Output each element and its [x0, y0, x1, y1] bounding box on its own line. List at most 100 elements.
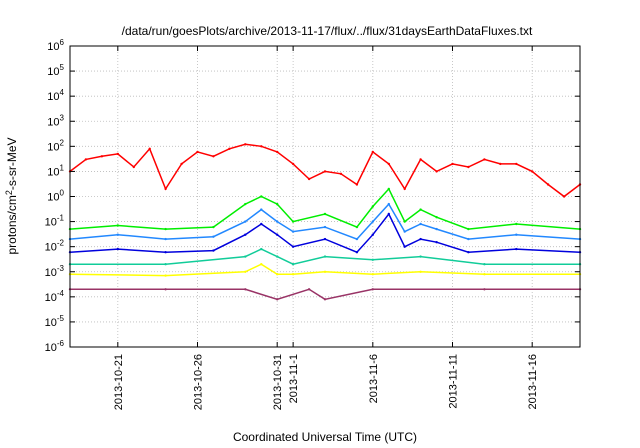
series-0-point: [499, 162, 502, 166]
series-0-point: [562, 195, 566, 198]
series-5-point: [323, 270, 327, 273]
series-0-point: [371, 150, 374, 154]
series-1-point: [355, 225, 359, 229]
series-2-point: [276, 220, 279, 223]
series-0-point: [100, 155, 104, 158]
x-tick-label: 2013-10-26: [193, 354, 205, 410]
series-6-point: [244, 280, 247, 283]
series-6-point: [276, 283, 279, 287]
series-0-point: [164, 187, 167, 191]
y-axis: 10-6 10-5 10-4 10-3 10-2 10-1 100 101 102 103 104 1…: [45, 38, 580, 354]
series-1-point: [419, 208, 422, 211]
series-1-point: [116, 224, 120, 227]
series-5-point: [291, 273, 295, 276]
series-0-point: [180, 162, 183, 166]
series-3-point: [371, 233, 374, 236]
series-group: [68, 143, 582, 301]
series-0-point: [435, 170, 438, 173]
series-5-point: [260, 263, 263, 266]
y-tick-label: 105: [47, 63, 64, 78]
series-2-point: [323, 225, 327, 229]
series-2-point: [212, 235, 215, 238]
series-4-point: [323, 255, 327, 258]
series-2-line: [69, 202, 581, 240]
series-1-point: [435, 216, 438, 219]
series-7-point: [244, 288, 247, 291]
y-tick-label: 10-4: [45, 289, 65, 304]
series-7-line: [70, 288, 580, 301]
grid: [70, 46, 580, 347]
series-0-point: [531, 170, 534, 173]
y-tick-label: 106: [47, 38, 64, 53]
series-1-point: [323, 212, 327, 216]
series-3-point: [387, 212, 390, 216]
series-3-point: [244, 233, 247, 236]
y-tick-label: 10-2: [45, 239, 65, 254]
series-0-point: [546, 183, 550, 186]
chart-title: /data/run/goesPlots/archive/2013-11-17/f…: [122, 24, 533, 38]
series-3-point: [164, 251, 167, 254]
series-0-point: [419, 158, 422, 161]
y-tick-label: 100: [47, 189, 64, 204]
series-5-point: [164, 274, 167, 277]
y-tick-label: 10-1: [45, 214, 65, 229]
series-3-point: [291, 245, 295, 248]
series-7-point: [276, 298, 279, 301]
series-1-point: [291, 220, 295, 223]
x-tick-label: 2013-11-11: [448, 354, 460, 409]
y-tick-label: 10-6: [45, 339, 65, 354]
series-0-point: [387, 162, 390, 166]
y-axis-label: protons/cm2-s-sr-MeV: [4, 137, 19, 254]
series-7-point: [371, 288, 374, 291]
series-2-point: [355, 237, 359, 241]
series-2-point: [164, 237, 167, 241]
series-0-point: [276, 150, 279, 154]
series-3-point: [435, 241, 438, 244]
series-1-point: [387, 187, 390, 191]
series-1-point: [515, 222, 518, 226]
series-0-point: [291, 162, 295, 166]
series-2-point: [515, 233, 518, 236]
series-0-point: [244, 143, 247, 146]
x-tick-label: 2013-10-21: [113, 354, 125, 410]
series-1-point: [371, 205, 374, 208]
series-0-point: [339, 172, 343, 175]
series-4-point: [371, 258, 374, 261]
series-3-point: [212, 249, 215, 252]
series-5-point: [244, 270, 247, 273]
series-0-point: [403, 187, 406, 191]
series-3-point: [323, 237, 327, 241]
series-4-point: [244, 255, 247, 258]
series-5-point: [419, 270, 422, 273]
x-tick-label: 2013-11-16: [527, 354, 539, 409]
series-0-point: [196, 150, 199, 154]
series-2-point: [403, 230, 406, 233]
series-3-line: [69, 212, 581, 254]
series-2-point: [419, 222, 422, 226]
series-0-point: [355, 183, 359, 186]
series-6-point: [260, 273, 263, 276]
y-tick-label: 10-5: [45, 314, 65, 329]
series-0-point: [515, 162, 518, 166]
x-axis: 2013-10-21 2013-10-26 2013-10-31 2013-11-1 2…: [113, 46, 539, 410]
series-3-point: [276, 233, 279, 236]
x-tick-label: 2013-11-1: [288, 354, 300, 403]
series-1-point: [212, 225, 215, 229]
series-0-point: [132, 165, 135, 169]
series-4-point: [260, 247, 263, 251]
series-0-point: [260, 145, 263, 148]
series-2-point: [387, 202, 390, 206]
series-0-point: [451, 162, 454, 166]
series-3-point: [116, 247, 120, 251]
series-4-point: [291, 263, 295, 266]
series-2-point: [116, 233, 120, 236]
series-4-point: [164, 263, 167, 266]
series-3-point: [419, 237, 422, 241]
series-7-point: [323, 298, 327, 301]
series-0-point: [323, 170, 327, 173]
series-2-point: [244, 220, 247, 223]
y-tick-label: 10-3: [45, 264, 65, 279]
series-3-point: [260, 222, 263, 226]
series-5-point: [483, 273, 486, 276]
